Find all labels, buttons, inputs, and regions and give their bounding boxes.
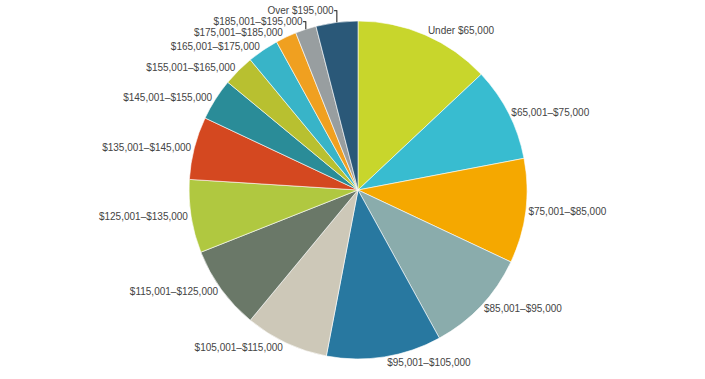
svg-text:$65,001–$75,000: $65,001–$75,000 bbox=[511, 107, 589, 118]
svg-text:$115,001–$125,000: $115,001–$125,000 bbox=[130, 286, 219, 297]
svg-text:$175,001–$185,000: $175,001–$185,000 bbox=[194, 27, 283, 38]
svg-text:$135,001–$145,000: $135,001–$145,000 bbox=[102, 142, 191, 153]
svg-text:$95,001–$105,000: $95,001–$105,000 bbox=[387, 357, 471, 368]
svg-text:$145,001–$155,000: $145,001–$155,000 bbox=[123, 92, 212, 103]
svg-text:$165,001–$175,000: $165,001–$175,000 bbox=[171, 41, 260, 52]
svg-text:$105,001–$115,000: $105,001–$115,000 bbox=[195, 342, 284, 353]
svg-text:$185,001–$195,000: $185,001–$195,000 bbox=[214, 16, 303, 27]
svg-text:$75,001–$85,000: $75,001–$85,000 bbox=[528, 206, 606, 217]
svg-text:$85,001–$95,000: $85,001–$95,000 bbox=[484, 303, 562, 314]
svg-text:$125,001–$135,000: $125,001–$135,000 bbox=[99, 211, 188, 222]
svg-text:$155,001–$165,000: $155,001–$165,000 bbox=[146, 62, 235, 73]
svg-text:Under $65,000: Under $65,000 bbox=[428, 25, 495, 36]
svg-text:Over $195,000: Over $195,000 bbox=[267, 5, 334, 16]
